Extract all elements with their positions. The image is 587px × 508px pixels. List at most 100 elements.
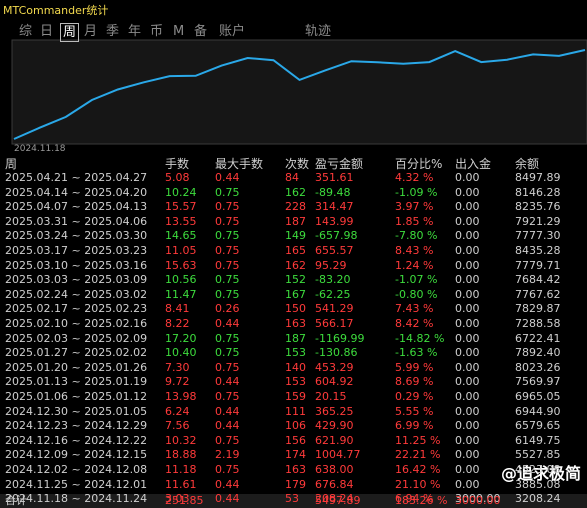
table-cell: 8146.28: [515, 185, 561, 199]
table-cell: 2024.12.02 ~ 2024.12.08: [5, 463, 148, 476]
tab[interactable]: 季: [106, 24, 120, 39]
table-cell: 8497.89: [515, 171, 561, 184]
table-cell: 0.44: [215, 317, 240, 330]
total-cell: 5497.89: [315, 494, 361, 507]
table-cell: 0.00: [455, 258, 480, 272]
table-cell: 7.43 %: [395, 302, 434, 316]
tab[interactable]: 币: [150, 24, 164, 39]
table-cell: 13.98: [165, 390, 197, 403]
table-cell: 351.61: [315, 171, 354, 184]
table-cell: 18.88: [165, 448, 197, 462]
table-cell: 0.00: [455, 200, 480, 214]
table-cell: 14.65: [165, 229, 197, 243]
table-cell: 11.61: [165, 477, 197, 491]
table-cell: 2025.03.17 ~ 2025.03.23: [5, 244, 148, 257]
table-cell: 6722.41: [515, 331, 561, 345]
table-cell: 5.55 %: [395, 404, 434, 418]
table-cell: -62.25: [315, 287, 351, 301]
table-cell: 174: [285, 448, 306, 462]
table-cell: 179: [285, 477, 306, 491]
table-cell: 0.00: [455, 287, 480, 301]
table-cell: 7829.87: [515, 302, 561, 316]
table-cell: 0.75: [215, 331, 240, 345]
table-cell: 0.00: [455, 229, 480, 243]
table-cell: 0.00: [455, 448, 480, 462]
table-cell: 566.17: [315, 317, 354, 330]
table-cell: 2025.01.13 ~ 2025.01.19: [5, 375, 148, 389]
tab[interactable]: 轨迹: [305, 24, 332, 39]
table-cell: 6965.05: [515, 390, 561, 403]
table-cell: 5.08: [165, 171, 190, 184]
table-cell: 2024.11.25 ~ 2024.12.01: [5, 477, 148, 491]
table-cell: 3208.24: [515, 492, 561, 506]
table-cell: 11.18: [165, 463, 197, 476]
table-cell: 0.44: [215, 404, 240, 418]
column-header: 出入金: [455, 157, 492, 171]
table-cell: 0.00: [455, 273, 480, 287]
table-cell: 2025.02.03 ~ 2025.02.09: [5, 331, 148, 345]
table-cell: 0.00: [455, 302, 480, 316]
table-cell: 453.29: [315, 360, 354, 374]
table-cell: 162: [285, 258, 306, 272]
tab[interactable]: 备: [194, 24, 208, 39]
table-cell: 143.99: [315, 214, 354, 228]
table-cell: 0.00: [455, 390, 480, 403]
tab[interactable]: M: [173, 24, 185, 39]
equity-curve: 2024.11.18: [11, 39, 587, 154]
table-cell: 314.47: [315, 200, 354, 214]
tab[interactable]: 年: [128, 24, 142, 39]
table-cell: 152: [285, 273, 306, 287]
table-cell: 7.30: [165, 360, 190, 374]
table-cell: 7569.97: [515, 375, 561, 389]
table-cell: 2025.02.24 ~ 2025.03.02: [5, 287, 148, 301]
column-header: 次数: [285, 157, 310, 171]
table-cell: 7288.58: [515, 317, 561, 330]
tab[interactable]: 月: [84, 24, 98, 39]
table-cell: 2024.12.09 ~ 2024.12.15: [5, 448, 148, 462]
table-cell: 0.75: [215, 200, 240, 214]
table-cell: 16.42 %: [395, 463, 441, 476]
table-cell: 2025.03.31 ~ 2025.04.06: [5, 214, 148, 228]
table-cell: 9.72: [165, 375, 190, 389]
table-cell: 106: [285, 419, 306, 433]
column-header: 周: [5, 157, 18, 171]
table-cell: 2025.01.27 ~ 2025.02.02: [5, 346, 148, 360]
table-cell: 2024.12.30 ~ 2025.01.05: [5, 404, 148, 418]
table-cell: 0.75: [215, 185, 240, 199]
tab[interactable]: 综: [19, 24, 33, 39]
table-cell: 22.21 %: [395, 448, 441, 462]
table-cell: 0.26: [215, 302, 240, 316]
tab[interactable]: 账户: [219, 24, 246, 39]
table-cell: 5.99 %: [395, 360, 434, 374]
table-cell: 165: [285, 244, 306, 257]
table-cell: 2025.03.03 ~ 2025.03.09: [5, 273, 148, 287]
table-cell: 0.75: [215, 390, 240, 403]
table-cell: 2025.03.10 ~ 2025.03.16: [5, 258, 148, 272]
table-cell: 0.00: [455, 317, 480, 330]
tab[interactable]: 日: [40, 24, 54, 39]
table-cell: 17.20: [165, 331, 197, 345]
table-cell: 11.25 %: [395, 433, 441, 447]
table-cell: 6.99 %: [395, 419, 434, 433]
table-cell: 0.75: [215, 244, 240, 257]
table-cell: 0.44: [215, 419, 240, 433]
table-cell: 0.00: [455, 185, 480, 199]
table-cell: 8.22: [165, 317, 190, 330]
column-header: 盈亏金额: [315, 157, 364, 171]
table-cell: -130.86: [315, 346, 358, 360]
table-cell: 163: [285, 317, 306, 330]
table-cell: 163: [285, 463, 306, 476]
table-cell: 541.29: [315, 302, 354, 316]
table-cell: 2025.01.06 ~ 2025.01.12: [5, 390, 148, 403]
column-header: 百分比%: [395, 157, 443, 171]
table-cell: 6579.65: [515, 419, 561, 433]
table-cell: 0.00: [455, 419, 480, 433]
table-cell: 0.75: [215, 463, 240, 476]
tab[interactable]: 周: [60, 23, 80, 42]
table-cell: 11.47: [165, 287, 197, 301]
table-cell: 13.55: [165, 214, 197, 228]
table-cell: 3885.08: [515, 477, 561, 491]
table-cell: 0.00: [455, 463, 480, 476]
table-cell: 2.19: [215, 448, 240, 462]
table-cell: -0.80 %: [395, 287, 438, 301]
